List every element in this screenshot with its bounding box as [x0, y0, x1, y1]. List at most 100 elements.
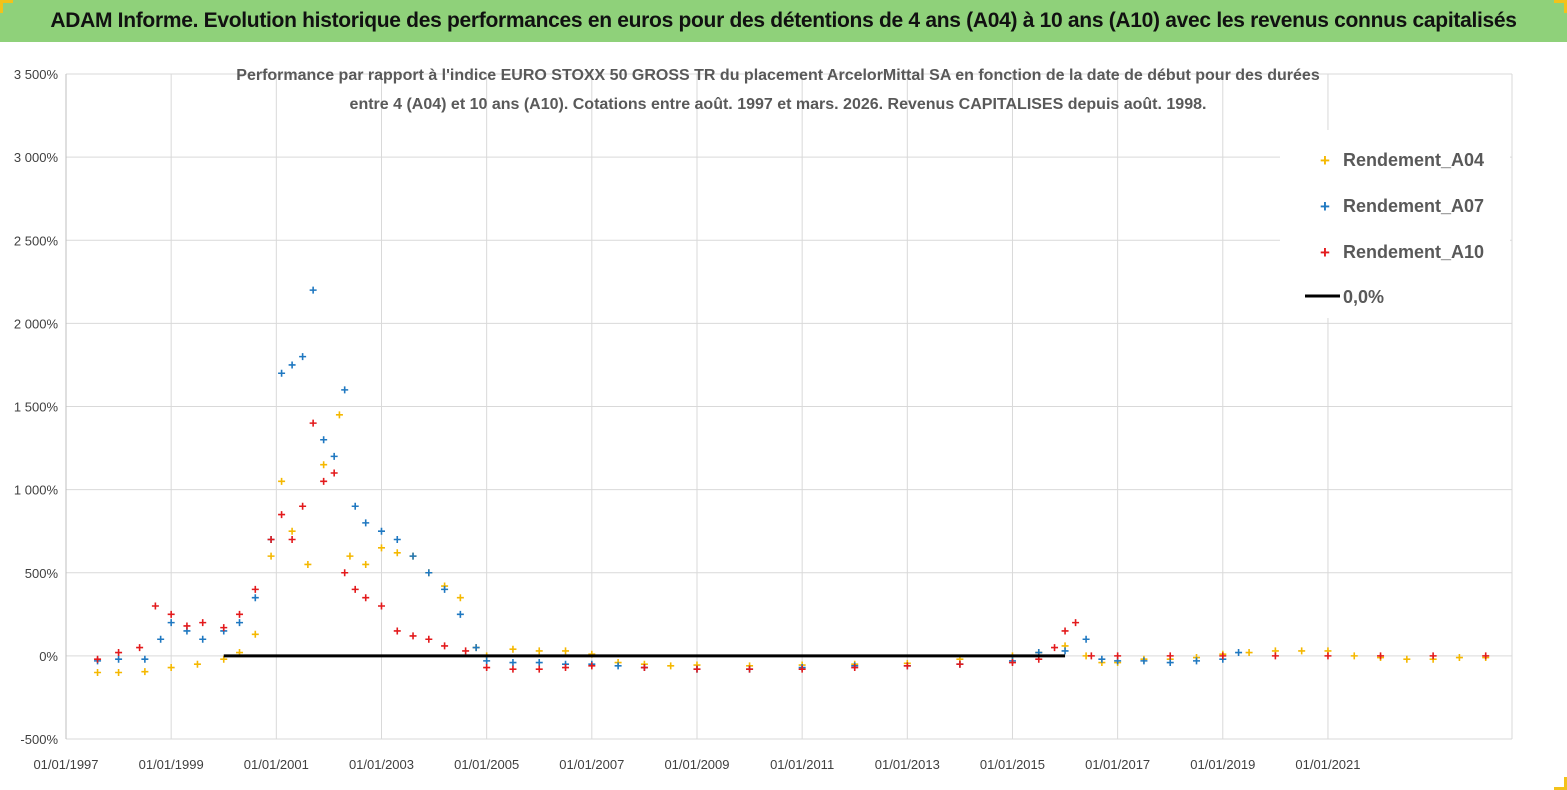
data-point [351, 502, 359, 510]
data-point [320, 477, 328, 485]
x-tick-label: 01/01/2001 [244, 757, 309, 772]
data-point [1219, 652, 1227, 660]
data-point [278, 477, 286, 485]
legend-item-a07: + Rendement_A07 [1320, 196, 1484, 216]
data-point [535, 665, 543, 673]
y-tick-label: 1 500% [14, 400, 59, 415]
data-point [1377, 652, 1385, 660]
data-point [151, 602, 159, 610]
corner-bracket-icon [1554, 777, 1567, 790]
y-tick-label: 2 000% [14, 316, 59, 331]
data-point [136, 644, 144, 652]
data-point [956, 660, 964, 668]
data-point [1245, 649, 1253, 657]
data-point [377, 602, 385, 610]
data-point [1482, 652, 1490, 660]
x-tick-label: 01/01/2011 [770, 757, 834, 772]
data-point [1166, 652, 1174, 660]
data-point [509, 665, 517, 673]
performance-chart: -500% 0% 500% 1 000% 1 500% 2 000% 2 500% 3 000… [14, 67, 1513, 772]
data-point [330, 469, 338, 477]
data-point [1324, 652, 1332, 660]
data-point [251, 630, 259, 638]
data-point [157, 635, 165, 643]
data-point [562, 647, 570, 655]
data-point [1455, 654, 1463, 662]
legend-item-a04: + Rendement_A04 [1320, 150, 1484, 170]
data-point [693, 665, 701, 673]
data-point [1166, 659, 1174, 667]
data-point [425, 569, 433, 577]
data-point [167, 610, 175, 618]
data-point [667, 662, 675, 670]
data-point [335, 411, 343, 419]
legend-label-a07: Rendement_A07 [1343, 196, 1484, 216]
data-point [1235, 649, 1243, 657]
y-tick-label: 0% [39, 649, 58, 664]
data-point [141, 668, 149, 676]
data-point [1403, 655, 1411, 663]
y-tick-label: 1 000% [14, 483, 59, 498]
x-tick-label: 01/01/2017 [1085, 757, 1150, 772]
data-point [251, 594, 259, 602]
data-point [409, 632, 417, 640]
gridlines [65, 73, 1513, 740]
corner-bracket-icon [0, 0, 13, 13]
series-Rendement_A04 [94, 411, 1490, 676]
data-point [441, 585, 449, 593]
data-point [1140, 657, 1148, 665]
data-point [1008, 659, 1016, 667]
data-point [1082, 635, 1090, 643]
data-point [462, 647, 470, 655]
data-point [299, 353, 307, 361]
data-point [362, 560, 370, 568]
data-point [1271, 652, 1279, 660]
data-point [183, 622, 191, 630]
data-point [588, 662, 596, 670]
data-point [746, 665, 754, 673]
data-point [199, 619, 207, 627]
data-point [483, 657, 491, 665]
data-point [483, 664, 491, 672]
data-point [509, 659, 517, 667]
legend-label-a10: Rendement_A10 [1343, 242, 1484, 262]
y-axis-ticks: -500% 0% 500% 1 000% 1 500% 2 000% 2 500% 3 000… [14, 67, 59, 747]
data-point [141, 655, 149, 663]
y-tick-label: 500% [25, 566, 59, 581]
data-point [456, 610, 464, 618]
x-tick-label: 01/01/2003 [349, 757, 414, 772]
data-point [330, 452, 338, 460]
data-point [1087, 652, 1095, 660]
data-point [309, 286, 317, 294]
data-point [851, 664, 859, 672]
data-point [167, 619, 175, 627]
x-tick-label: 01/01/1997 [33, 757, 98, 772]
x-tick-label: 01/01/1999 [139, 757, 204, 772]
legend-label-a04: Rendement_A04 [1343, 150, 1484, 170]
data-point [535, 647, 543, 655]
data-point [251, 585, 259, 593]
report-banner: ADAM Informe. Evolution historique des p… [0, 0, 1567, 42]
legend: + Rendement_A04 + Rendement_A07 + Rendem… [1280, 130, 1510, 318]
data-point [362, 594, 370, 602]
data-point [1350, 652, 1358, 660]
series-Rendement_A07 [94, 286, 1243, 673]
data-point [220, 624, 228, 632]
series-Rendement_A10 [94, 419, 1490, 673]
data-point [456, 594, 464, 602]
data-point [1298, 647, 1306, 655]
data-point [115, 649, 123, 657]
data-point [441, 642, 449, 650]
data-point [614, 662, 622, 670]
data-point [472, 644, 480, 652]
data-point [304, 560, 312, 568]
data-point [346, 552, 354, 560]
data-point [320, 436, 328, 444]
data-point [199, 635, 207, 643]
data-point [278, 511, 286, 519]
data-point [288, 527, 296, 535]
data-point [167, 664, 175, 672]
data-point [267, 536, 275, 543]
x-tick-label: 01/01/2019 [1190, 757, 1255, 772]
